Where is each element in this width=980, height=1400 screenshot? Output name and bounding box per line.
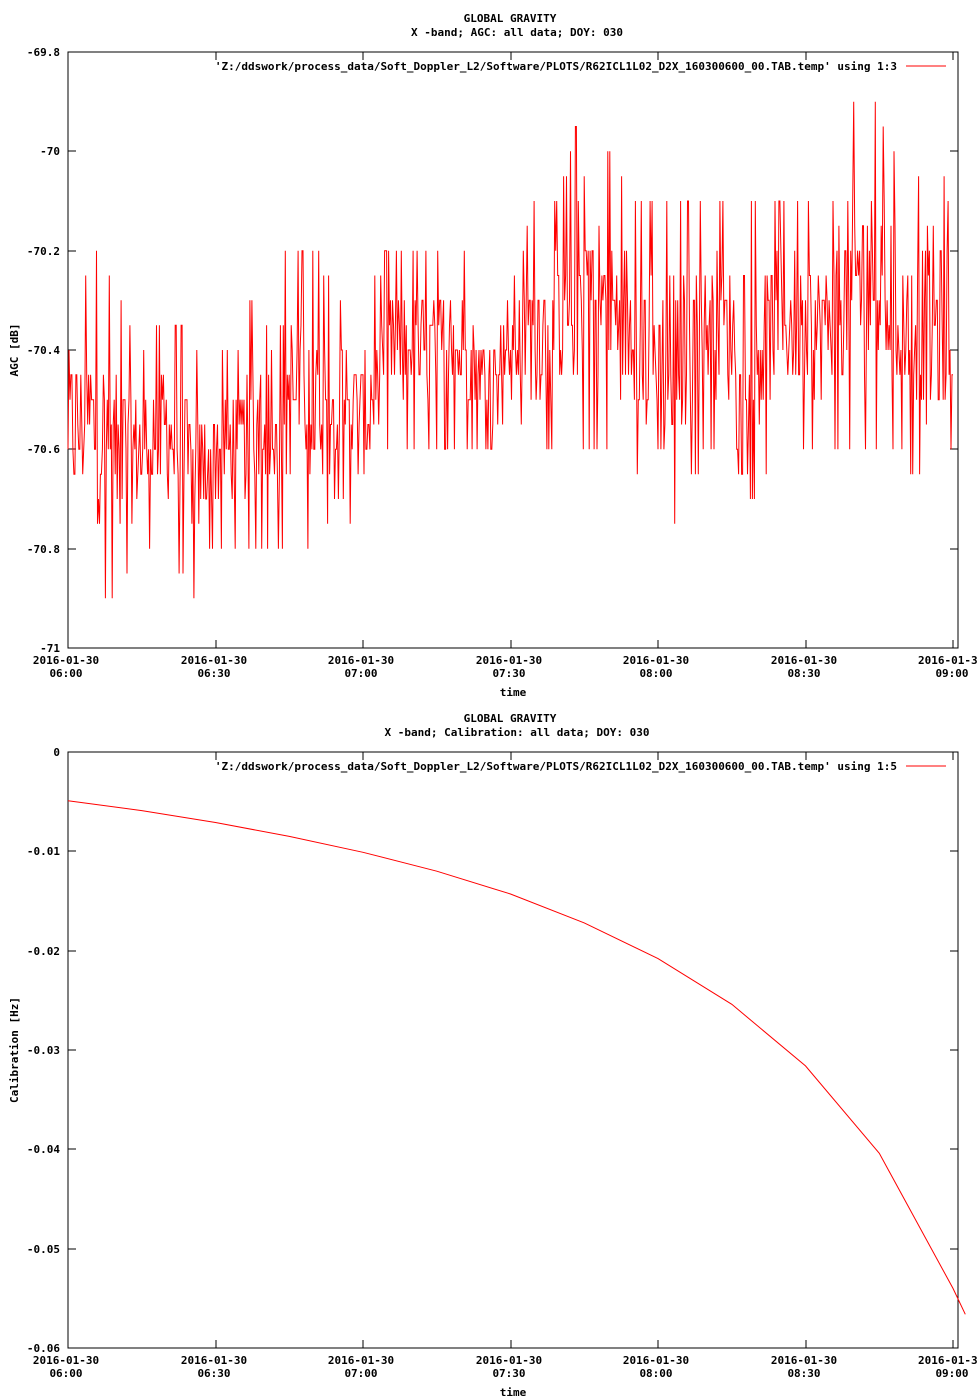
chart-title: GLOBAL GRAVITY [464, 12, 557, 25]
chart-subtitle: X -band; AGC: all data; DOY: 030 [411, 26, 623, 39]
x-tick-date: 2016-01-30 [476, 654, 542, 667]
y-axis-label: AGC [dB] [8, 324, 21, 377]
x-tick-date: 2016-01-30 [181, 654, 247, 667]
x-tick-date: 2016-01-30 [623, 1354, 689, 1367]
x-tick-date: 2016-01-30 [328, 654, 394, 667]
x-tick-date: 2016-01-30 [181, 1354, 247, 1367]
x-ticks: 2016-01-30 06:00 2016-01-30 06:30 2016-0… [33, 752, 978, 1380]
y-ticks: 0 -0.01 -0.02 -0.03 -0.04 -0.05 -0.06 [27, 746, 958, 1355]
x-tick-time: 07:00 [344, 667, 377, 680]
y-tick-label: -70.6 [27, 443, 60, 456]
x-tick-time: 08:00 [639, 667, 672, 680]
agc-series [67, 101, 953, 599]
y-tick-label: -71 [40, 642, 60, 655]
agc-chart: GLOBAL GRAVITY X -band; AGC: all data; D… [8, 12, 978, 699]
x-tick-time: 07:30 [492, 667, 525, 680]
legend-label: 'Z:/ddswork/process_data/Soft_Doppler_L2… [215, 60, 897, 73]
legend-label: 'Z:/ddswork/process_data/Soft_Doppler_L2… [215, 760, 897, 773]
x-tick-time: 08:30 [787, 667, 820, 680]
x-tick-date: 2016-01-3 [918, 1354, 978, 1367]
series-line [67, 800, 966, 1315]
x-tick-time: 09:00 [935, 1367, 968, 1380]
x-tick-time: 06:00 [49, 667, 82, 680]
x-tick-date: 2016-01-3 [918, 654, 978, 667]
x-tick-time: 06:00 [49, 1367, 82, 1380]
y-tick-label: -0.04 [27, 1143, 60, 1156]
x-axis-label: time [500, 1386, 527, 1399]
x-tick-date: 2016-01-30 [476, 1354, 542, 1367]
y-tick-label: -0.01 [27, 845, 60, 858]
y-axis-label: Calibration [Hz] [8, 997, 21, 1103]
x-tick-date: 2016-01-30 [623, 654, 689, 667]
x-tick-date: 2016-01-30 [771, 1354, 837, 1367]
y-tick-label: -0.03 [27, 1044, 60, 1057]
chart-title: GLOBAL GRAVITY [464, 712, 557, 725]
chart-subtitle: X -band; Calibration: all data; DOY: 030 [385, 726, 650, 739]
x-tick-date: 2016-01-30 [328, 1354, 394, 1367]
x-tick-date: 2016-01-30 [33, 1354, 99, 1367]
x-tick-time: 06:30 [197, 667, 230, 680]
y-tick-label: -0.06 [27, 1342, 60, 1355]
x-ticks: 2016-01-30 06:00 2016-01-30 06:30 2016-0… [33, 52, 978, 680]
y-tick-label: -0.05 [27, 1243, 60, 1256]
x-tick-time: 09:00 [935, 667, 968, 680]
x-tick-time: 07:30 [492, 1367, 525, 1380]
y-tick-label: -0.02 [27, 945, 60, 958]
x-tick-time: 06:30 [197, 1367, 230, 1380]
y-ticks: -69.8 -70 -70.2 -70.4 -70.6 -70.8 -71 [27, 46, 958, 655]
y-tick-label: -70.4 [27, 344, 60, 357]
x-tick-date: 2016-01-30 [771, 654, 837, 667]
x-tick-time: 08:00 [639, 1367, 672, 1380]
y-tick-label: -69.8 [27, 46, 60, 59]
plot-frame [67, 751, 959, 1349]
x-tick-time: 07:00 [344, 1367, 377, 1380]
y-tick-label: 0 [53, 746, 60, 759]
calibration-series [67, 800, 966, 1315]
calibration-chart: GLOBAL GRAVITY X -band; Calibration: all… [8, 712, 978, 1399]
y-tick-label: -70 [40, 145, 60, 158]
x-tick-time: 08:30 [787, 1367, 820, 1380]
series-line [67, 101, 953, 599]
y-tick-label: -70.8 [27, 543, 60, 556]
x-axis-label: time [500, 686, 527, 699]
x-tick-date: 2016-01-30 [33, 654, 99, 667]
y-tick-label: -70.2 [27, 245, 60, 258]
